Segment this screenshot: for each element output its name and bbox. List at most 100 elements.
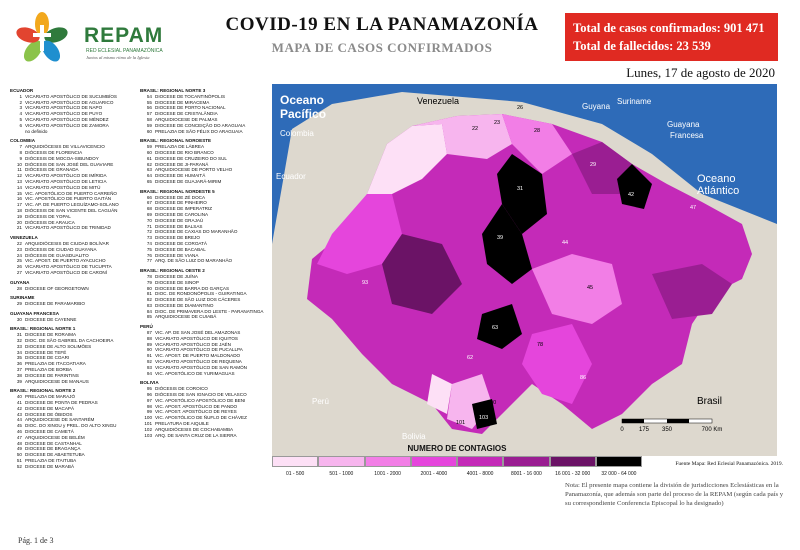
jurisdiction-number: 63 <box>146 167 152 173</box>
jurisdiction-item: 78 DIOCESE DE JUÍNA <box>140 274 268 280</box>
jurisdiction-number: 44 <box>16 417 22 423</box>
jurisdiction-number: 35 <box>16 355 22 361</box>
jurisdiction-item: 71 DIOCESE DE BALSAS <box>140 224 268 230</box>
region-num-93: 93 <box>362 280 368 286</box>
jurisdiction-item: 93 VICARIATO APOSTÓLICO DE SAN RAMÓN <box>140 365 268 371</box>
label-ecuador: Ecuador <box>276 172 306 181</box>
contagios-swatch <box>549 456 596 467</box>
region-num-100: 100 <box>487 400 496 406</box>
jurisdiction-name: DIOCESE DE PONTA DE PEDRAS <box>25 400 98 406</box>
jurisdiction-name: DIOCESE DE TEFÉ <box>25 349 67 355</box>
jurisdiction-number: 103 <box>144 432 152 438</box>
jurisdiction-column-1: ECUADOR 1 VICARIATO APOSTÓLICO DE SUCUMBÍO… <box>10 84 138 470</box>
totals-box: Total de casos confirmados: 901 471 Tota… <box>565 13 778 61</box>
jurisdiction-item: 12 VICARIATO APOSTÓLICO DE IMÍRIDA <box>10 173 138 179</box>
jurisdiction-number: 97 <box>146 397 152 403</box>
scale-label-0: 0 <box>620 427 624 433</box>
jurisdiction-name: DIÓCESIS DE COROICO <box>155 386 208 392</box>
jurisdiction-group-header: BRASIL: REGIONAL OESTE 2 <box>140 268 205 274</box>
jurisdiction-number: 90 <box>146 347 152 353</box>
label-suriname: Suriname <box>617 97 652 106</box>
jurisdiction-name: DIOCESE DE JUÍNA <box>155 273 198 279</box>
jurisdiction-item: 59 DIOCESE DE CONCEIÇÃO DO ARAGUAIA <box>140 123 268 129</box>
jurisdiction-name: DIOCESE DE CRISTALÂNDIA <box>155 111 218 117</box>
contagios-bin-label: 8001 - 16 000 <box>510 471 542 477</box>
region-num-44: 44 <box>562 240 568 246</box>
repam-logo-icon <box>16 12 68 62</box>
jurisdiction-name: ARQUIDIOCESE DE MANAUS <box>25 378 89 384</box>
contagios-bins: 01 - 500 501 - 1000 1001 - 2000 2001 - 4000… <box>272 456 642 477</box>
contagios-swatch <box>595 456 642 467</box>
jurisdiction-name: DIOCESE DE IMPERATRIZ <box>155 206 213 212</box>
jurisdiction-item: 57 DIOCESE DE CRISTALÂNDIA <box>140 111 268 117</box>
jurisdiction-number: 54 <box>146 93 152 99</box>
jurisdiction-name: DIOCESE DE ALTO SOLIMÕES <box>25 343 92 349</box>
jurisdiction-number: 78 <box>146 273 152 279</box>
jurisdiction-number: 66 <box>146 194 152 200</box>
jurisdiction-item: 40 PRELAZIA DE MARAJÓ <box>10 394 138 400</box>
jurisdiction-name: DIOCESE DE ABAETETUBA <box>25 452 85 458</box>
region-number-labels: 31 42 39 63 78 47 100 103 101 22 23 26 2… <box>362 105 696 426</box>
repam-logo: REPAM RED ECLESIAL PANAMAZÓNICA Juntos a… <box>6 10 206 65</box>
jurisdiction-name: VICARIATO APOSTÓLICO DE SUCUMBÍOS <box>25 93 117 99</box>
jurisdiction-number: 43 <box>16 411 22 417</box>
jurisdiction-item: 18 DIÓCESIS DE SAN VICENTE DEL CAGUÁN <box>10 208 138 214</box>
jurisdiction-name: VICARIATO APOSTÓLICO DE MÉNDEZ <box>25 116 109 122</box>
region-num-28: 28 <box>534 128 540 134</box>
jurisdiction-name: PRELAZIA DE MARAJÓ <box>25 394 76 400</box>
jurisdiction-number: 71 <box>146 223 152 229</box>
scale-bar: 0 175 350 700 Km <box>620 418 722 433</box>
panamazonia-map: 0 175 350 700 Km Oceano Pacífico Colombi… <box>272 84 777 456</box>
jurisdiction-name: VICARIATO APOSTÓLICO DE IMÍRIDA <box>25 173 107 179</box>
region-42 <box>617 164 652 209</box>
jurisdiction-item: 68 DIOCESE DE IMPERATRIZ <box>140 206 268 212</box>
jurisdiction-item: 59 PRELAZIA DE LÁBREA <box>140 144 268 150</box>
jurisdiction-group-header: BRASIL: REGIONAL NORTE 3 <box>140 88 206 93</box>
jurisdiction-number: 23 <box>16 246 22 252</box>
jurisdiction-item: 35 DIOCESE DE COARI <box>10 355 138 361</box>
contagios-swatch <box>457 456 504 467</box>
jurisdiction-item: 95 DIÓCESIS DE COROICO <box>140 386 268 392</box>
jurisdiction-name: DIOC. DO XINGU y PREL. DO ALTO XINGU <box>25 423 117 429</box>
jurisdiction-number: 76 <box>146 252 152 258</box>
region-peru-north <box>317 194 402 274</box>
jurisdiction-item: 58 ARQUIDIOCESE DE PALMAS <box>140 117 268 123</box>
jurisdiction-name: DIOCESE DE MACAPÁ <box>25 405 75 411</box>
jurisdiction-item: 31 DIOCESE DE RORAIMA <box>10 332 138 338</box>
label-oceano-atlantico: Oceano Atlántico <box>697 173 739 197</box>
map-place-labels: Oceano Pacífico Colombia Ecuador Perú Bo… <box>276 93 739 441</box>
map-note: Nota: El presente mapa contiene la divis… <box>565 482 784 507</box>
jurisdiction-number: 73 <box>146 235 152 241</box>
region-num-47: 47 <box>690 205 696 211</box>
jurisdiction-name: DIOCESE DE RORAIMA <box>25 332 77 338</box>
jurisdiction-item: 48 DIOCESE DE CASTANHAL <box>10 441 138 447</box>
jurisdiction-name: DIOCESE DE MARABÁ <box>25 463 75 469</box>
jurisdiction-number: 74 <box>146 240 152 246</box>
region-39 <box>482 204 532 284</box>
jurisdiction-number: 21 <box>16 225 22 231</box>
jurisdiction-item: 65 DIOCESE DE GUAJARÁ-MIRIM <box>140 179 268 185</box>
jurisdiction-name: DIÓCESIS DE GRANADA <box>25 167 79 173</box>
jurisdiction-name: VICARIATO APOSTÓLICO DE NAPO <box>25 105 103 111</box>
jurisdiction-number: 34 <box>16 349 22 355</box>
jurisdiction-item: 26 VICARIATO APOSTÓLICO DE TUCUPITA <box>10 264 138 270</box>
jurisdiction-number: 80 <box>146 285 152 291</box>
scale-label-350: 350 <box>662 427 673 433</box>
page-title: COVID-19 EN LA PANAMAZONÍA <box>225 14 539 35</box>
jurisdiction-item: 98 VIC. APOST. APOSTÓLICO DE PANDO <box>140 404 268 410</box>
jurisdiction-item: 13 VICARIATO APOSTÓLICO DE LETICIA <box>10 179 138 185</box>
contagios-swatch <box>318 456 365 467</box>
jurisdiction-number: 1 <box>19 93 22 99</box>
jurisdiction-number: 101 <box>144 421 152 427</box>
jurisdiction-name: VICARIATO APOSTÓLICO DE REQUENA <box>155 359 242 365</box>
jurisdiction-number: 32 <box>16 338 22 344</box>
jurisdiction-number: 64 <box>146 173 152 179</box>
jurisdiction-item: 85 ARQUIDIOCESE DE CUIABÁ <box>140 314 268 320</box>
jurisdiction-name: DIOCESE DE HUMAITÁ <box>155 173 206 179</box>
region-guyana <box>502 114 572 174</box>
region-num-26: 26 <box>517 105 523 111</box>
jurisdiction-item: 46 DIOCESE DE CAMETÁ <box>10 429 138 435</box>
jurisdiction-number: 24 <box>16 252 22 258</box>
jurisdiction-number: 29 <box>16 301 22 307</box>
jurisdiction-name: DIOCESE DE BREJO <box>155 235 200 241</box>
